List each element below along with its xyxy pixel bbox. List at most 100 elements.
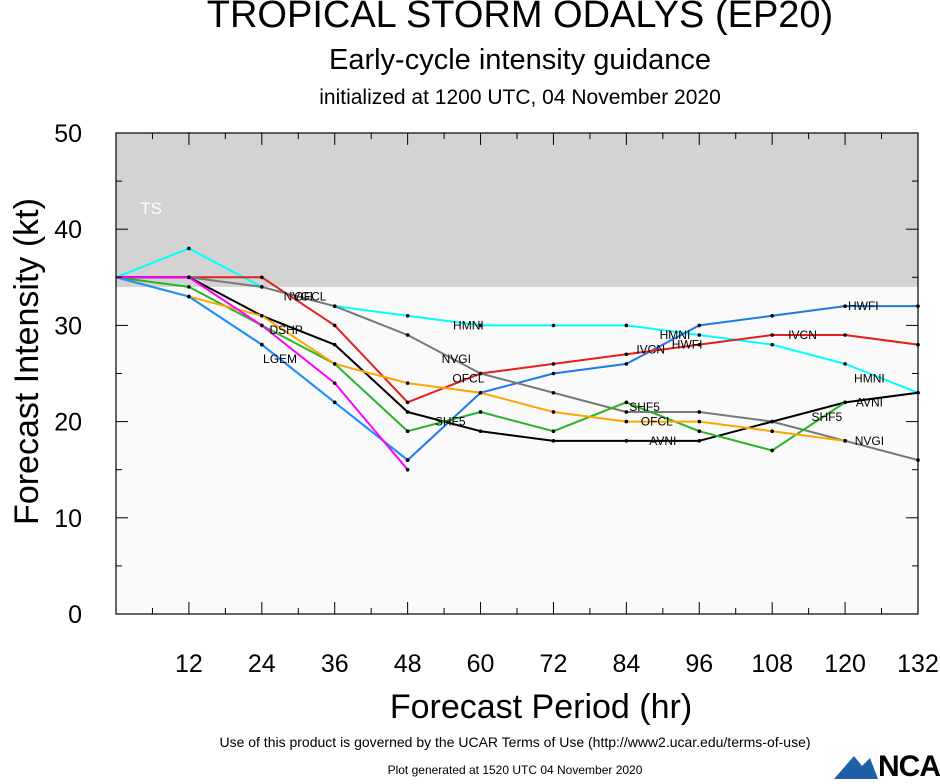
series-point-ofcl — [843, 439, 847, 443]
x-tick-label: 48 — [394, 650, 422, 678]
x-tick-label: 72 — [540, 650, 568, 678]
series-point-avni — [405, 410, 410, 414]
series-point-shf5 — [624, 400, 629, 405]
series-line-hmni — [115, 247, 919, 394]
series-label-dshp: DSHP — [269, 323, 302, 337]
series-point-ofcl — [405, 381, 410, 385]
series-label-nvgi: NVGI — [284, 290, 313, 304]
series-point-dshp — [332, 381, 337, 385]
series-point-avni — [770, 419, 774, 424]
series-label-avni: AVNI — [856, 395, 883, 409]
x-tick-label: 12 — [175, 650, 203, 678]
series-point-ivcn — [260, 275, 264, 280]
series-point-ofcl — [332, 362, 337, 366]
series-point-shf5 — [843, 400, 847, 405]
series-label-hmni: HMNI — [660, 328, 691, 342]
series-point-shf5 — [405, 429, 410, 434]
series-label-shf5: SHF5 — [629, 400, 660, 414]
series-point-ivcn — [843, 333, 847, 337]
series-point-dshp — [260, 323, 264, 328]
series-label-ivcn: IVCN — [788, 328, 817, 342]
series-label-ofcl: OFCL — [641, 415, 673, 429]
series-point-avni — [332, 342, 337, 347]
series-label-avni: AVNI — [649, 434, 676, 448]
series-point-dshp — [187, 275, 191, 280]
y-tick-label: 10 — [54, 505, 82, 533]
series-label-hmni: HMNI — [854, 371, 885, 385]
x-tick-label: 60 — [467, 650, 495, 678]
series-point-ivcn — [551, 362, 556, 366]
series-point-nvgi — [624, 410, 629, 414]
series-point-avni — [478, 429, 483, 434]
series-point-ofcl — [478, 390, 483, 395]
series-point-ofcl — [551, 410, 556, 414]
y-tick-label: 30 — [54, 312, 82, 340]
series-point-hwfi — [551, 371, 556, 376]
x-tick-label: 36 — [321, 650, 349, 678]
x-tick-label: 84 — [612, 650, 640, 678]
chart-init-time: initialized at 1200 UTC, 04 November 202… — [319, 86, 721, 109]
series-point-ivcn — [332, 323, 337, 328]
axis-layer: 12 24 36 48 60 72 84 96 108 120 132 0 10 20 30 40 50 — [54, 120, 939, 678]
series-label-nvgi: NVGI — [442, 352, 471, 366]
ts-band-label: TS — [140, 199, 162, 218]
series-line-ivcn — [116, 276, 919, 404]
series-point-nvgi — [478, 371, 483, 376]
series-point-avni — [624, 439, 629, 443]
terms-of-use-text: Use of this product is governed by the U… — [219, 734, 811, 750]
series-label-hmni: HMNI — [453, 318, 484, 332]
ts-band — [116, 133, 918, 287]
y-tick-label: 20 — [54, 409, 82, 437]
series-line-avni — [116, 276, 919, 442]
series-point-lgem — [405, 458, 410, 462]
series-label-hwfi: HWFI — [848, 299, 879, 313]
series-point-ivcn — [697, 342, 702, 347]
y-tick-label: 40 — [54, 216, 82, 244]
series-point-hwfi — [843, 304, 847, 308]
series-line-nvgi — [116, 276, 919, 462]
chart-subtitle: Early-cycle intensity guidance — [328, 44, 711, 76]
chart-title: TROPICAL STORM ODALYS (EP20) — [206, 0, 834, 36]
plot-generated-text: Plot generated at 1520 UTC 04 November 2… — [387, 763, 643, 777]
series-point-hmni — [624, 323, 629, 328]
x-tick-label: 132 — [897, 650, 939, 678]
series-point-hmni — [405, 313, 410, 318]
series-point-nvgi — [405, 333, 410, 337]
series-point-avni — [551, 439, 556, 443]
series-point-hmni — [843, 362, 847, 366]
series-point-hmni — [551, 323, 556, 328]
series-label-lgem: LGEM — [263, 352, 297, 366]
series-point-nvgi — [260, 285, 264, 289]
series-point-lgem — [332, 400, 337, 405]
series-label-ofcl: OFCL — [452, 371, 484, 385]
series-label-shf5: SHF5 — [435, 415, 466, 429]
series-point-lgem — [260, 342, 264, 347]
series-label-shf5: SHF5 — [812, 410, 843, 424]
series-point-hwfi — [624, 362, 629, 366]
series-point-shf5 — [187, 285, 191, 289]
x-tick-label: 96 — [685, 650, 713, 678]
y-axis-label: Forecast Intensity (kt) — [8, 198, 46, 525]
ncar-logo-text: NCAR — [878, 750, 940, 783]
x-axis-label: Forecast Period (hr) — [390, 688, 692, 726]
series-point-ivcn — [405, 400, 410, 405]
intensity-chart: TS HMNIHMNIHMNIHWFIHWFIIVCNIVCNNVGINVGIN… — [8, 120, 939, 726]
series-point-hmni — [478, 323, 483, 328]
x-tick-label: 108 — [751, 650, 793, 678]
series-point-hwfi — [697, 323, 702, 328]
series-point-hmni — [187, 246, 191, 251]
series-label-hwfi: HWFI — [672, 338, 703, 352]
series-point-ivcn — [770, 333, 774, 337]
series-point-ofcl — [697, 419, 702, 424]
series-point-nvgi — [697, 410, 702, 414]
series-layer: HMNIHMNIHMNIHWFIHWFIIVCNIVCNNVGINVGINVGI… — [115, 246, 920, 472]
series-point-shf5 — [697, 429, 702, 434]
series-point-hwfi — [770, 313, 774, 318]
x-tick-label: 24 — [248, 650, 276, 678]
series-point-avni — [697, 439, 702, 443]
y-tick-label: 50 — [54, 120, 82, 148]
series-point-hmni — [770, 342, 774, 347]
series-point-ivcn — [624, 352, 629, 357]
series-point-dshp — [405, 467, 410, 472]
series-label-ivcn: IVCN — [636, 342, 665, 356]
